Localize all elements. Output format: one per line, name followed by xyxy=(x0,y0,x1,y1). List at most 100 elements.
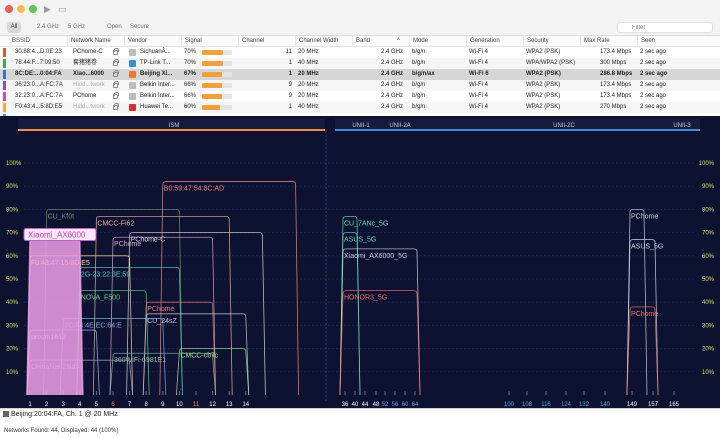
channel-label-5: 132 xyxy=(579,402,590,408)
channel-label-24: 9 xyxy=(161,402,165,408)
cell-gen: Wi-Fi 4 xyxy=(469,49,488,55)
cell-vendor: SichuanÂ... xyxy=(140,49,171,55)
network-label: Xiaomi_AX6000_5G xyxy=(344,253,407,260)
filter-secure[interactable]: Secure xyxy=(130,24,150,30)
channel-label-24: 3 xyxy=(62,402,66,408)
cell-rate: 300 Mbps xyxy=(600,60,627,66)
channel-label-24: 13 xyxy=(226,402,233,408)
selected-network-info: Beijing:20:04:FA, Ch. 1 @ 20 MHz xyxy=(3,411,118,418)
band-bar-5ghz xyxy=(335,129,700,131)
cell-mode: b/g/n xyxy=(412,104,426,110)
cell-band: 2.4 GHz xyxy=(381,60,404,66)
cell-name: PChome xyxy=(73,93,97,99)
network-label: PChome xyxy=(147,306,174,313)
channel-label-5: 108 xyxy=(522,402,533,408)
network-label: CU_24sZ xyxy=(147,318,177,325)
table-row[interactable]: F0:43:4...5:8D:E5 Hidd...twork Huawei Te..… xyxy=(0,102,720,113)
y-tick-label-right: 30% xyxy=(702,323,715,329)
table-row[interactable]: 36:23:0...A:FC:7A Hidd...twork Belkin Inte… xyxy=(0,80,720,91)
table-row[interactable]: 78:44:F...7:09:50 套猪猪卷 TP-Link T... 70% 1 40 … xyxy=(0,58,720,69)
cell-mode: b/g/n/ax xyxy=(412,71,435,77)
y-tick-label-left: 30% xyxy=(6,323,19,329)
minimize-window-button[interactable] xyxy=(17,5,25,13)
cell-signal: 67% xyxy=(184,71,197,77)
sidebar-icon[interactable]: ▭ xyxy=(58,4,67,14)
cell-channel: 9 xyxy=(288,82,292,88)
cell-rate: 173.4 Mbps xyxy=(600,82,632,88)
selected-network-text: Beijing:20:04:FA, Ch. 1 @ 20 MHz xyxy=(11,411,118,418)
col-seen[interactable]: Seen xyxy=(637,36,655,47)
network-curve xyxy=(339,232,361,396)
network-label: 360WiFi-6981E1 xyxy=(114,357,166,364)
table-row[interactable]: 32:23:0...A:FC:7A PChome Belkin Inter... 66… xyxy=(0,91,720,102)
col-vendor[interactable]: Vendor xyxy=(124,36,147,47)
table-row[interactable]: 8C:DE:...0:04:FA Xiao...6000 Beijing Xi...… xyxy=(0,69,720,80)
vendor-logo-icon xyxy=(129,82,136,89)
search-input[interactable] xyxy=(617,22,713,33)
col-signal[interactable]: Signal xyxy=(181,36,202,47)
cell-channel: 1 xyxy=(288,71,292,77)
network-label: ASUS_5G xyxy=(631,244,663,251)
cell-mode: b/g/n xyxy=(412,49,426,55)
col-bssid[interactable]: BSSID xyxy=(12,38,31,44)
y-tick-label-left: 50% xyxy=(6,277,19,283)
cell-security: WPA2 (PSK) xyxy=(526,71,561,77)
cell-seen: 2 sec ago xyxy=(640,49,667,55)
col-generation[interactable]: Generation xyxy=(466,36,500,47)
col-channel[interactable]: Channel xyxy=(238,36,264,47)
channel-label-24: 11 xyxy=(193,402,200,408)
cell-name: Hidd...twork xyxy=(73,104,105,110)
close-window-button[interactable] xyxy=(5,5,13,13)
cell-seen: 2 sec ago xyxy=(640,93,667,99)
network-label: 2C:F4:4E:EC:64:E xyxy=(64,322,122,329)
row-color-swatch xyxy=(3,103,6,112)
network-curve xyxy=(339,215,361,396)
network-label: CU_7ANc_5G xyxy=(344,220,388,227)
cell-seen: 2 sec ago xyxy=(640,82,667,88)
col-channel-width[interactable]: Channel Width xyxy=(295,36,338,47)
cell-width: 40 MHz xyxy=(298,60,319,66)
y-tick-label-left: 100% xyxy=(6,161,22,167)
lock-icon xyxy=(113,81,119,88)
network-curve xyxy=(126,232,266,396)
col-network-name[interactable]: Network Name xyxy=(67,36,111,47)
cell-band: 2.4 GHz xyxy=(381,104,404,110)
band-strip-5ghz xyxy=(335,119,700,129)
channel-label-5: 36 xyxy=(342,402,349,408)
band-label-ism: ISM xyxy=(169,123,180,129)
cell-security: WPA2 (PSK) xyxy=(526,49,561,55)
cell-gen: Wi-Fi 4 xyxy=(469,82,488,88)
networks-found-count: Networks Found: 44, Displayed: 44 (100%) xyxy=(4,428,119,434)
signal-bar xyxy=(202,61,232,66)
col-mode[interactable]: Mode xyxy=(409,36,428,47)
zoom-window-button[interactable] xyxy=(29,5,37,13)
cell-bssid: 32:23:0...A:FC:7A xyxy=(15,93,63,99)
filter-24ghz[interactable]: 2.4 GHz xyxy=(37,24,60,30)
cell-gen: Wi-Fi 4 xyxy=(469,60,488,66)
band-label-unii2a: UNII-2A xyxy=(389,123,410,129)
channel-label-5: 48 xyxy=(373,402,380,408)
channel-label-5: 40 xyxy=(352,402,359,408)
play-icon[interactable]: ▶ xyxy=(44,4,51,14)
network-label: PChome xyxy=(631,213,658,220)
y-tick-label-right: 100% xyxy=(699,161,715,167)
network-label: ASUS_5G xyxy=(344,237,376,244)
channel-label-5: 52 xyxy=(382,402,389,408)
cell-bssid: 78:44:F...7:09:50 xyxy=(15,60,60,66)
col-band[interactable]: Band xyxy=(352,36,370,47)
filter-open[interactable]: Open xyxy=(107,24,122,30)
col-max-rate[interactable]: Max Rate xyxy=(580,36,610,47)
network-curve xyxy=(109,352,216,396)
filter-all[interactable]: All xyxy=(7,22,21,33)
y-tick-label-right: 40% xyxy=(702,300,715,306)
network-label: Xiaomi_AX6000 xyxy=(28,231,86,240)
col-security[interactable]: Security xyxy=(523,36,549,47)
network-label: CMCC-cbTc xyxy=(180,353,218,360)
filter-5ghz[interactable]: 5 GHz xyxy=(68,24,86,30)
signal-bar xyxy=(202,83,232,88)
band-strip-ism xyxy=(18,119,325,129)
table-row[interactable]: 30:88:4...D:0E:23 PChome-C SichuanÂ... 70% 1… xyxy=(0,47,720,58)
signal-bar xyxy=(202,72,232,77)
cell-rate: 173.4 Mbps xyxy=(600,49,632,55)
network-label: PChome xyxy=(114,241,141,248)
